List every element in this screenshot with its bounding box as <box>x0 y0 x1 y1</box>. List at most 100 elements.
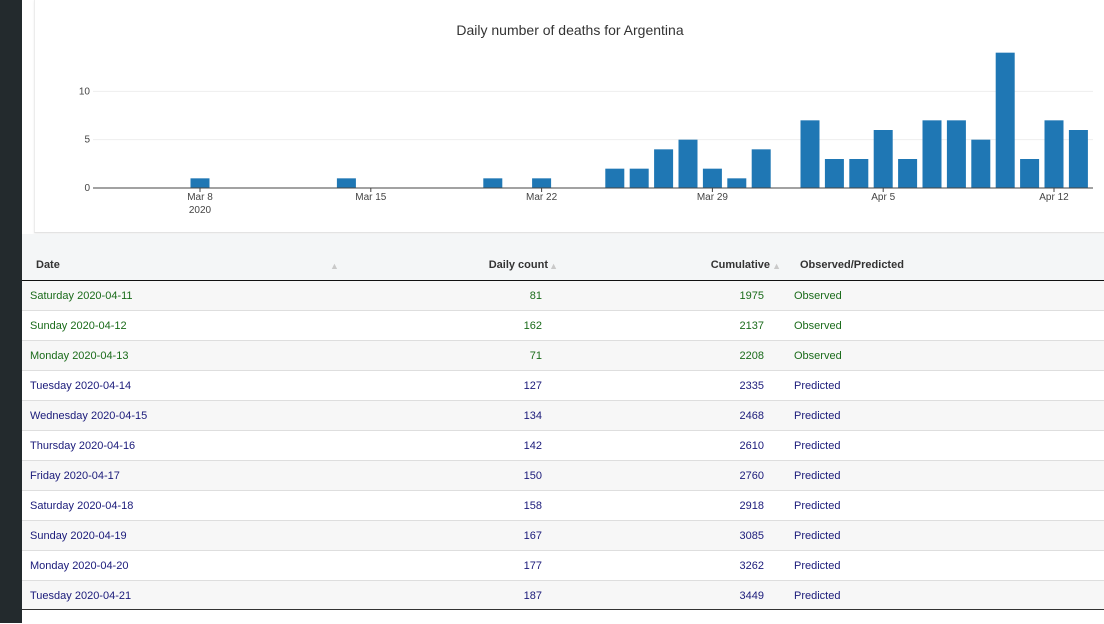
bar[interactable] <box>922 120 942 188</box>
forecast-table-area: Date ▲ Daily count ▲ Cumulative ▲ Observ… <box>22 234 1104 623</box>
cell-cumulative: 2468 <box>556 400 782 431</box>
bar[interactable] <box>702 168 722 188</box>
bar[interactable] <box>800 120 820 188</box>
table-row[interactable]: Monday 2020-04-13 71 2208 Observed <box>22 340 1104 371</box>
bar[interactable] <box>751 149 771 188</box>
y-tick-label: 5 <box>84 135 90 146</box>
table-header-row: Date ▲ Daily count ▲ Cumulative ▲ Observ… <box>22 250 1104 281</box>
bar[interactable] <box>946 120 966 188</box>
bar[interactable] <box>1044 120 1064 188</box>
bar[interactable] <box>678 139 698 188</box>
cell-cumulative: 2760 <box>556 460 782 491</box>
sort-icon[interactable]: ▲ <box>549 261 558 271</box>
table-row[interactable]: Tuesday 2020-04-14 127 2335 Predicted <box>22 370 1104 401</box>
cell-date: Friday 2020-04-17 <box>22 460 352 491</box>
x-tick-label: Apr 5 <box>871 192 895 203</box>
cell-date: Tuesday 2020-04-21 <box>22 580 352 611</box>
column-header-daily-count[interactable]: Daily count ▲ <box>352 250 558 281</box>
table-body: Saturday 2020-04-11 81 1975 Observed Sunday … <box>22 280 1104 611</box>
cell-date: Tuesday 2020-04-14 <box>22 370 352 401</box>
column-header-daily-label: Daily count <box>488 259 548 271</box>
bar[interactable] <box>849 159 869 188</box>
cell-cumulative: 3449 <box>556 580 782 611</box>
cell-status: Predicted <box>782 430 1104 461</box>
bar[interactable] <box>1020 159 1040 188</box>
cell-status: Observed <box>782 340 1104 371</box>
column-header-date[interactable]: Date ▲ <box>22 250 352 281</box>
column-header-cumulative[interactable]: Cumulative ▲ <box>556 250 782 281</box>
column-header-cumulative-label: Cumulative <box>710 259 770 271</box>
table-row[interactable]: Friday 2020-04-17 150 2760 Predicted <box>22 460 1104 491</box>
cell-daily-count: 71 <box>352 340 556 371</box>
bar[interactable] <box>995 52 1015 188</box>
bar[interactable] <box>971 139 991 188</box>
table-row[interactable]: Saturday 2020-04-11 81 1975 Observed <box>22 280 1104 311</box>
sort-icon[interactable]: ▲ <box>330 261 339 271</box>
cell-date: Monday 2020-04-13 <box>22 340 352 371</box>
table-row[interactable]: Monday 2020-04-20 177 3262 Predicted <box>22 550 1104 581</box>
cell-daily-count: 150 <box>352 460 556 491</box>
column-header-date-label: Date <box>36 259 60 271</box>
cell-daily-count: 167 <box>352 520 556 551</box>
chart-title: Daily number of deaths for Argentina <box>456 22 683 38</box>
bar[interactable] <box>483 178 503 188</box>
table-row[interactable]: Wednesday 2020-04-15 134 2468 Predicted <box>22 400 1104 431</box>
bar[interactable] <box>629 168 649 188</box>
column-header-observed-predicted[interactable]: Observed/Predicted <box>782 250 1104 281</box>
bar[interactable] <box>898 159 918 188</box>
chart-axes: 0 5 10 Mar 8 Mar 15 Mar 22 Mar 29 Apr 5 Apr 12 20… <box>79 86 1093 216</box>
cell-cumulative: 3085 <box>556 520 782 551</box>
cell-status: Predicted <box>782 550 1104 581</box>
table-row[interactable]: Tuesday 2020-04-21 187 3449 Predicted <box>22 580 1104 611</box>
bar[interactable] <box>654 149 674 188</box>
cell-daily-count: 162 <box>352 310 556 341</box>
cell-date: Saturday 2020-04-18 <box>22 490 352 521</box>
cell-date: Sunday 2020-04-19 <box>22 520 352 551</box>
column-header-status-label: Observed/Predicted <box>800 259 904 271</box>
chart-panel: Daily number of deaths for Argentina 0 5 1… <box>34 0 1104 233</box>
cell-daily-count: 187 <box>352 580 556 611</box>
bar[interactable] <box>336 178 356 188</box>
cell-daily-count: 177 <box>352 550 556 581</box>
bar[interactable] <box>824 159 844 188</box>
y-tick-label: 10 <box>79 86 91 97</box>
x-tick-label: Apr 12 <box>1039 192 1069 203</box>
bar[interactable] <box>1068 130 1088 188</box>
cell-date: Wednesday 2020-04-15 <box>22 400 352 431</box>
cell-daily-count: 142 <box>352 430 556 461</box>
x-tick-label: Mar 29 <box>697 192 729 203</box>
bar[interactable] <box>190 178 210 188</box>
cell-cumulative: 2137 <box>556 310 782 341</box>
cell-status: Predicted <box>782 580 1104 611</box>
table-row[interactable]: Thursday 2020-04-16 142 2610 Predicted <box>22 430 1104 461</box>
cell-status: Predicted <box>782 400 1104 431</box>
cell-cumulative: 2208 <box>556 340 782 371</box>
cell-date: Saturday 2020-04-11 <box>22 280 352 311</box>
cell-cumulative: 1975 <box>556 280 782 311</box>
table-row[interactable]: Saturday 2020-04-18 158 2918 Predicted <box>22 490 1104 521</box>
table-row[interactable]: Sunday 2020-04-12 162 2137 Observed <box>22 310 1104 341</box>
x-year-label: 2020 <box>189 205 212 216</box>
forecast-table: Date ▲ Daily count ▲ Cumulative ▲ Observ… <box>22 250 1104 611</box>
cell-status: Predicted <box>782 370 1104 401</box>
sort-icon[interactable]: ▲ <box>772 261 781 271</box>
table-footer-scrollbar[interactable] <box>22 609 1104 624</box>
cell-date: Monday 2020-04-20 <box>22 550 352 581</box>
x-tick-label: Mar 8 <box>187 192 213 203</box>
left-sidebar-rail <box>0 0 22 623</box>
cell-daily-count: 81 <box>352 280 556 311</box>
cell-status: Observed <box>782 280 1104 311</box>
cell-status: Observed <box>782 310 1104 341</box>
bar[interactable] <box>727 178 747 188</box>
table-row[interactable]: Sunday 2020-04-19 167 3085 Predicted <box>22 520 1104 551</box>
cell-status: Predicted <box>782 520 1104 551</box>
cell-cumulative: 2918 <box>556 490 782 521</box>
cell-date: Thursday 2020-04-16 <box>22 430 352 461</box>
y-tick-label: 0 <box>84 183 90 194</box>
bar[interactable] <box>532 178 552 188</box>
cell-daily-count: 158 <box>352 490 556 521</box>
x-tick-label: Mar 22 <box>526 192 558 203</box>
chart-gridlines <box>93 90 1093 141</box>
bar[interactable] <box>873 130 893 188</box>
bar[interactable] <box>605 168 625 188</box>
